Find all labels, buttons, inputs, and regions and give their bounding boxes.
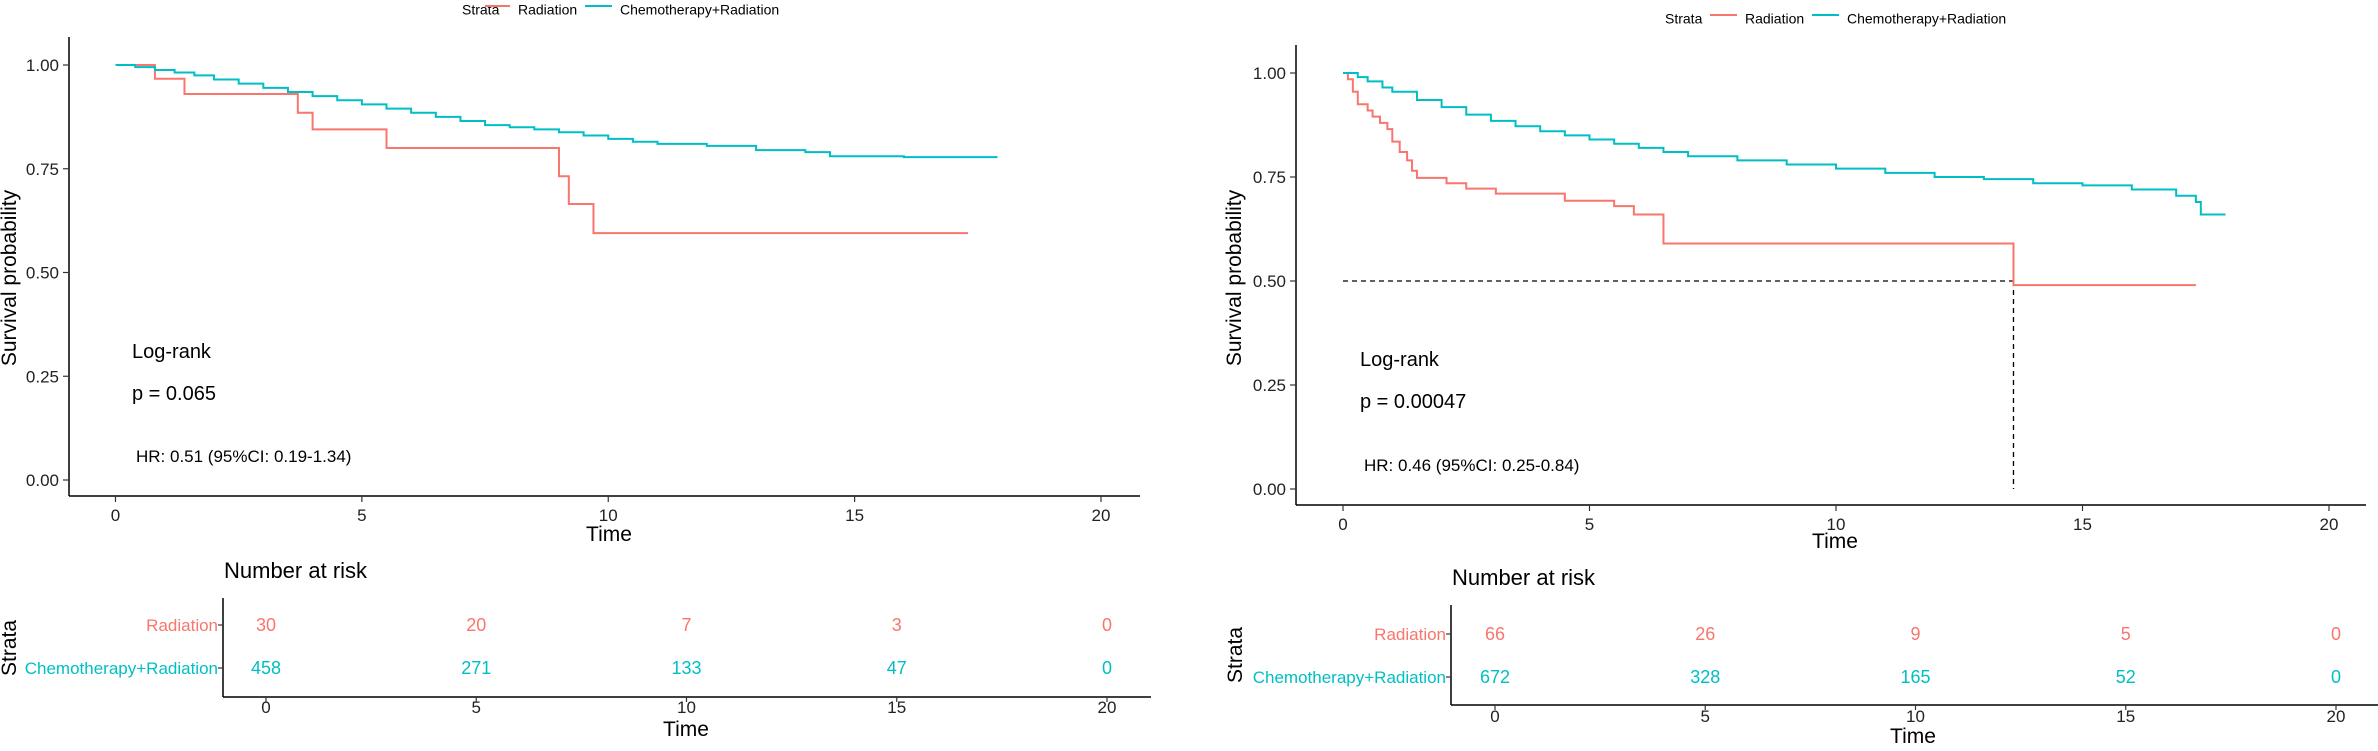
survival-curve-radiation (1343, 72, 2196, 287)
risk-table-y-title: Strata (1224, 627, 1247, 683)
survival-curve-chemo-radiation (1343, 72, 2226, 216)
risk-count: 0 (1102, 658, 1112, 678)
legend-label-radiation: Radiation (518, 2, 577, 18)
y-tick-label: 0.75 (1253, 168, 1286, 187)
risk-count: 165 (1900, 667, 1930, 687)
x-tick-label: 5 (357, 506, 366, 525)
risk-table-x-title: Time (1890, 725, 1936, 748)
risk-count: 30 (256, 615, 276, 635)
x-tick-label: 10 (1827, 515, 1846, 534)
risk-count: 0 (2331, 624, 2341, 644)
risk-table-y-title: Strata (0, 620, 21, 676)
x-tick-label: 10 (599, 506, 618, 525)
risk-x-tick-label: 15 (2116, 707, 2135, 726)
risk-row-label: Radiation (146, 616, 218, 635)
km-panel-left: Strata Radiation Chemotherapy+Radiation 0.0… (0, 2, 1151, 741)
risk-x-tick-label: 15 (887, 698, 906, 717)
risk-x-tick-label: 5 (472, 698, 481, 717)
survival-curve-chemo-radiation (115, 64, 998, 159)
risk-count: 66 (1485, 624, 1505, 644)
risk-count: 26 (1695, 624, 1715, 644)
risk-count: 328 (1690, 667, 1720, 687)
km-panel-right: Strata Radiation Chemotherapy+Radiation 0.0… (1223, 11, 2378, 748)
x-tick-label: 15 (845, 506, 864, 525)
x-tick-label: 0 (1338, 515, 1347, 534)
risk-table-title: Number at risk (224, 558, 368, 583)
risk-x-tick-label: 0 (1490, 707, 1499, 726)
risk-row-label: Chemotherapy+Radiation (1253, 668, 1446, 687)
risk-count: 0 (2331, 667, 2341, 687)
y-tick-label: 1.00 (1253, 64, 1286, 83)
y-axis-title: Survival probability (0, 189, 21, 366)
legend-label-radiation: Radiation (1745, 11, 1804, 27)
risk-count: 52 (2116, 667, 2136, 687)
risk-row-label: Radiation (1374, 625, 1446, 644)
p-value: p = 0.00047 (1360, 391, 1466, 413)
x-tick-label: 20 (2320, 515, 2339, 534)
risk-count: 672 (1480, 667, 1510, 687)
risk-count: 20 (466, 615, 486, 635)
risk-x-tick-label: 20 (2327, 707, 2346, 726)
risk-count: 133 (671, 658, 701, 678)
risk-x-tick-label: 10 (1906, 707, 1925, 726)
risk-table-title: Number at risk (1452, 565, 1596, 590)
survival-curve-radiation (115, 64, 968, 235)
hazard-ratio: HR: 0.51 (95%CI: 0.19-1.34) (136, 447, 351, 466)
y-tick-label: 1.00 (26, 56, 59, 75)
risk-x-tick-label: 0 (261, 698, 270, 717)
risk-count: 47 (887, 658, 907, 678)
y-tick-label: 0.50 (26, 264, 59, 283)
risk-x-tick-label: 20 (1098, 698, 1117, 717)
y-tick-label: 0.00 (1253, 480, 1286, 499)
y-axis-title: Survival probability (1223, 189, 1246, 366)
y-tick-label: 0.00 (26, 471, 59, 490)
risk-count: 9 (1910, 624, 1920, 644)
y-tick-label: 0.25 (1253, 376, 1286, 395)
risk-count: 271 (461, 658, 491, 678)
risk-count: 0 (1102, 615, 1112, 635)
x-axis-title: Time (1812, 530, 1858, 553)
hazard-ratio: HR: 0.46 (95%CI: 0.25-0.84) (1364, 456, 1579, 475)
legend-title: Strata (1665, 11, 1703, 27)
x-tick-label: 20 (1092, 506, 1111, 525)
risk-table-x-title: Time (663, 718, 709, 741)
risk-row-label: Chemotherapy+Radiation (25, 659, 218, 678)
x-axis-title: Time (586, 523, 632, 546)
risk-count: 5 (2121, 624, 2131, 644)
x-tick-label: 5 (1585, 515, 1594, 534)
risk-count: 7 (681, 615, 691, 635)
risk-count: 458 (251, 658, 281, 678)
x-tick-label: 15 (2073, 515, 2092, 534)
y-tick-label: 0.50 (1253, 272, 1286, 291)
p-value: p = 0.065 (132, 383, 216, 405)
legend-label-chemo-radiation: Chemotherapy+Radiation (1847, 11, 2006, 27)
x-tick-label: 0 (111, 506, 120, 525)
legend-label-chemo-radiation: Chemotherapy+Radiation (620, 2, 779, 18)
logrank-label: Log-rank (1360, 349, 1440, 371)
risk-x-tick-label: 10 (677, 698, 696, 717)
y-tick-label: 0.75 (26, 160, 59, 179)
logrank-label: Log-rank (132, 341, 212, 363)
legend-title: Strata (462, 2, 500, 18)
y-tick-label: 0.25 (26, 367, 59, 386)
risk-x-tick-label: 5 (1701, 707, 1710, 726)
risk-count: 3 (892, 615, 902, 635)
